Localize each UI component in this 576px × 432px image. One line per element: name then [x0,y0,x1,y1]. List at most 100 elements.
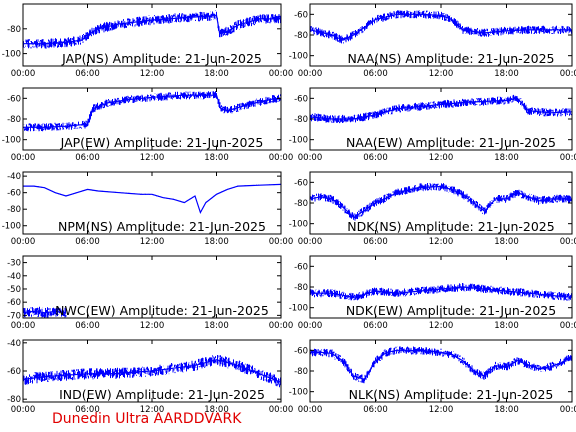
x-tick-label: 06:00 [75,321,100,331]
x-tick-label: 00:00 [269,321,294,331]
x-tick-label: 18:00 [494,237,519,247]
x-tick-label: 00:00 [11,69,36,79]
x-tick-label: 00:00 [269,153,294,163]
y-tick-label: -80 [294,283,308,293]
panel-ndk-ns: 00:00 06:00 12:00 18:00 00:00 -100 -80 -60 NDK(N… [289,171,576,247]
trace-line-5 [310,185,572,219]
x-tick-label: 06:00 [363,237,388,247]
panel-title: NAA(NS) Amplitude: 21-Jun-2025 [347,51,554,66]
y-tick-label: -80 [294,367,308,377]
trace-line-8 [23,359,281,383]
x-tick-label: 00:00 [298,321,323,331]
x-tick-label: 18:00 [494,321,519,331]
y-tick-label: -60 [294,178,308,188]
y-tick-label: -100 [2,50,21,60]
x-tick-label: 12:00 [429,153,454,163]
footer-text: Dunedin Ultra AARDDVARK [52,411,242,427]
y-tick-label: -60 [7,298,21,308]
x-tick-label: 00:00 [11,237,36,247]
trace-line-0 [23,14,281,45]
x-tick-label: 06:00 [75,153,100,163]
panel-naa-ns: 00:00 06:00 12:00 18:00 00:00 -100 -80 -60 NAA(N… [289,3,576,79]
x-tick-label: 18:00 [204,153,229,163]
trace-line-2 [23,94,281,128]
trace-9 [310,346,572,384]
panel-title: NDK(NS) Amplitude: 21-Jun-2025 [347,219,554,234]
panel-npm-ns: 00:00 06:00 12:00 18:00 00:00 -100 -80 -60 -40 NP… [2,171,294,247]
trace-4 [23,183,281,213]
trace-5 [310,183,572,221]
x-tick-label: 00:00 [11,405,36,415]
x-tick-label: 00:00 [11,321,36,331]
y-tick-label: -80 [7,395,21,405]
y-tick-label: -60 [7,94,21,104]
y-tick-label: -60 [7,189,21,199]
trace-line-9 [310,349,572,381]
x-tick-label: 18:00 [204,405,229,415]
y-tick-label: -100 [289,136,308,146]
y-tick-label: -100 [289,220,308,230]
x-tick-label: 12:00 [140,153,165,163]
x-tick-label: 00:00 [560,69,576,79]
x-tick-label: 18:00 [204,237,229,247]
y-tick-label: -80 [7,115,21,125]
panel-title: NPM(NS) Amplitude: 21-Jun-2025 [58,219,266,234]
panel-ind-ew: 00:00 06:00 12:00 18:00 00:00-80-60-40IND(EW… [7,339,293,415]
x-tick-label: 00:00 [269,405,294,415]
x-tick-label: 06:00 [75,405,100,415]
y-tick-label: -60 [294,94,308,104]
x-tick-label: 00:00 [560,237,576,247]
y-tick-label: -80 [294,115,308,125]
y-tick-label: -50 [7,285,21,295]
x-tick-label: 12:00 [140,321,165,331]
x-tick-label: 06:00 [363,321,388,331]
x-tick-label: 06:00 [363,69,388,79]
y-tick-label: -80 [294,199,308,209]
panel-title: NLK(NS) Amplitude: 21-Jun-2025 [349,387,554,402]
x-tick-label: 06:00 [363,153,388,163]
x-tick-label: 18:00 [204,69,229,79]
x-tick-label: 12:00 [429,321,454,331]
x-tick-label: 00:00 [298,405,323,415]
x-tick-label: 12:00 [429,405,454,415]
x-tick-label: 12:00 [140,405,165,415]
x-tick-label: 00:00 [11,153,36,163]
x-tick-label: 12:00 [429,237,454,247]
x-tick-label: 00:00 [298,237,323,247]
y-tick-label: -60 [7,367,21,377]
x-tick-label: 00:00 [298,153,323,163]
panel-title: JAP(NS) Amplitude: 21-Jun-2025 [61,51,262,66]
y-tick-label: -80 [7,205,21,215]
panel-ndk-ew: 00:00 06:00 12:00 18:00 00:00 -100 -80 -60 NDK(E… [289,255,576,331]
x-tick-label: 12:00 [429,69,454,79]
y-tick-label: -40 [7,339,21,349]
trace-line-7 [310,286,572,298]
trace-7 [310,283,572,301]
y-tick-label: -40 [7,172,21,182]
x-tick-label: 06:00 [75,69,100,79]
panel-title: NWC(EW) Amplitude: 21-Jun-2025 [55,303,269,318]
y-tick-label: -100 [2,136,21,146]
x-tick-label: 06:00 [363,405,388,415]
y-tick-label: -80 [7,25,21,35]
x-tick-label: 18:00 [494,153,519,163]
trace-3 [310,94,572,124]
x-tick-label: 00:00 [298,69,323,79]
panel-jap-ew: 00:00 06:00 12:00 18:00 00:00 -100 -80 -60 JAP(E… [2,87,294,163]
x-tick-label: 00:00 [269,237,294,247]
y-tick-label: -60 [294,346,308,356]
x-tick-label: 00:00 [560,321,576,331]
x-tick-label: 12:00 [140,69,165,79]
trace-6 [23,306,67,318]
y-tick-label: -80 [294,31,308,41]
panel-nlk-ns: 00:00 06:00 12:00 18:00 00:00 -100 -80 -60 NLK(N… [289,339,576,415]
y-tick-label: -100 [289,388,308,398]
x-tick-label: 00:00 [560,405,576,415]
panel-title: NDK(EW) Amplitude: 21-Jun-2025 [346,303,556,318]
y-tick-label: -70 [7,311,21,321]
x-tick-label: 18:00 [204,321,229,331]
y-tick-label: -60 [294,10,308,20]
panel-jap-ns: 00:00 06:00 12:00 18:00 00:00 -100 -80 JAP(NS) … [2,3,293,79]
panel-title: IND(EW) Amplitude: 21-Jun-2025 [59,387,265,402]
y-tick-label: -100 [289,52,308,62]
